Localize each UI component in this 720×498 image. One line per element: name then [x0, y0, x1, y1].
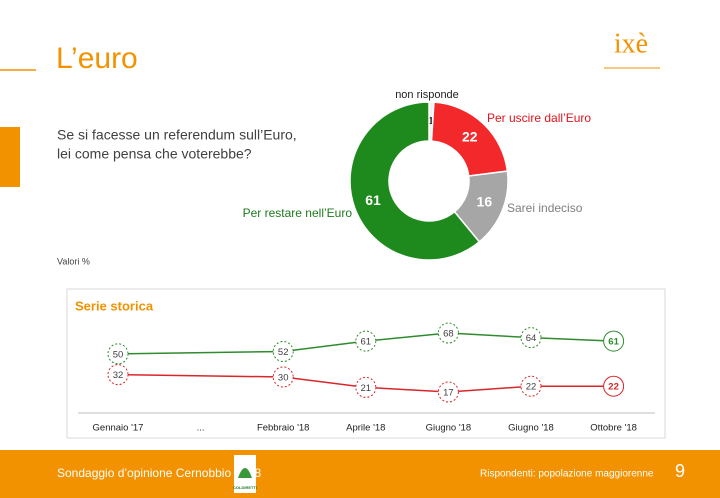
point-marker: [437, 322, 459, 344]
value-label: 21: [361, 383, 372, 394]
value-label: 61: [608, 337, 619, 348]
point-marker: [520, 375, 542, 397]
point-marker: [107, 364, 129, 386]
history-box: [66, 288, 666, 439]
x-tick-label: Gennaio '17: [93, 423, 144, 434]
side-block: [0, 127, 20, 187]
value-label: 68: [443, 329, 454, 340]
value-label: 22: [526, 382, 537, 393]
value-label: 61: [365, 192, 381, 208]
value-label: 22: [462, 128, 478, 144]
value-label: 61: [361, 337, 372, 348]
value-label: 1: [428, 116, 434, 127]
value-label: 16: [477, 194, 493, 210]
footer-right: Rispondenti: popolazione maggiorenne: [480, 469, 654, 480]
x-tick-label: Aprile '18: [346, 423, 385, 434]
value-label: 50: [113, 349, 124, 360]
category-label: Per restare nell’Euro: [243, 206, 353, 220]
category-label: Per uscire dall’Euro: [487, 111, 591, 125]
point-marker: [520, 327, 542, 349]
point-marker: [272, 341, 294, 363]
sponsor-icon: [238, 468, 252, 478]
value-label: 30: [278, 372, 289, 383]
value-label: 17: [443, 388, 454, 399]
sponsor-name: COLDIRETTI: [233, 485, 257, 490]
note: Valori %: [57, 256, 90, 266]
point-marker: [603, 375, 625, 397]
logo: ixè: [614, 28, 648, 59]
question-line: Se si facesse un referendum sull’Euro,: [57, 127, 297, 143]
page-number: 9: [675, 461, 685, 481]
point-marker: [437, 381, 459, 403]
point-marker: [272, 366, 294, 388]
category-label: non risponde: [395, 89, 459, 101]
category-label: Sarei indeciso: [507, 201, 583, 215]
chart-title: Serie storica: [75, 298, 154, 313]
donut-slice: [349, 101, 481, 261]
value-label: 52: [278, 347, 289, 358]
x-tick-label: Ottobre '18: [590, 423, 637, 434]
x-tick-label: ...: [197, 423, 205, 434]
footer-left: Sondaggio d’opinione Cernobbio 2018: [57, 466, 261, 480]
point-marker: [107, 343, 129, 365]
slide-title: L’euro: [56, 42, 138, 75]
line-bridge: [117, 350, 284, 355]
point-marker: [355, 376, 377, 398]
x-tick-label: Giugno '18: [426, 423, 472, 434]
footer-bar: [0, 450, 720, 498]
x-tick-label: Giugno '18: [508, 423, 554, 434]
x-tick-label: Febbraio '18: [257, 423, 310, 434]
point-marker: [355, 330, 377, 352]
value-label: 64: [526, 333, 537, 344]
line-bridge: [117, 373, 284, 378]
point-marker: [603, 330, 625, 352]
value-label: 22: [608, 382, 619, 393]
question-line: lei come pensa che voterebbe?: [57, 146, 252, 162]
value-label: 32: [113, 370, 124, 381]
